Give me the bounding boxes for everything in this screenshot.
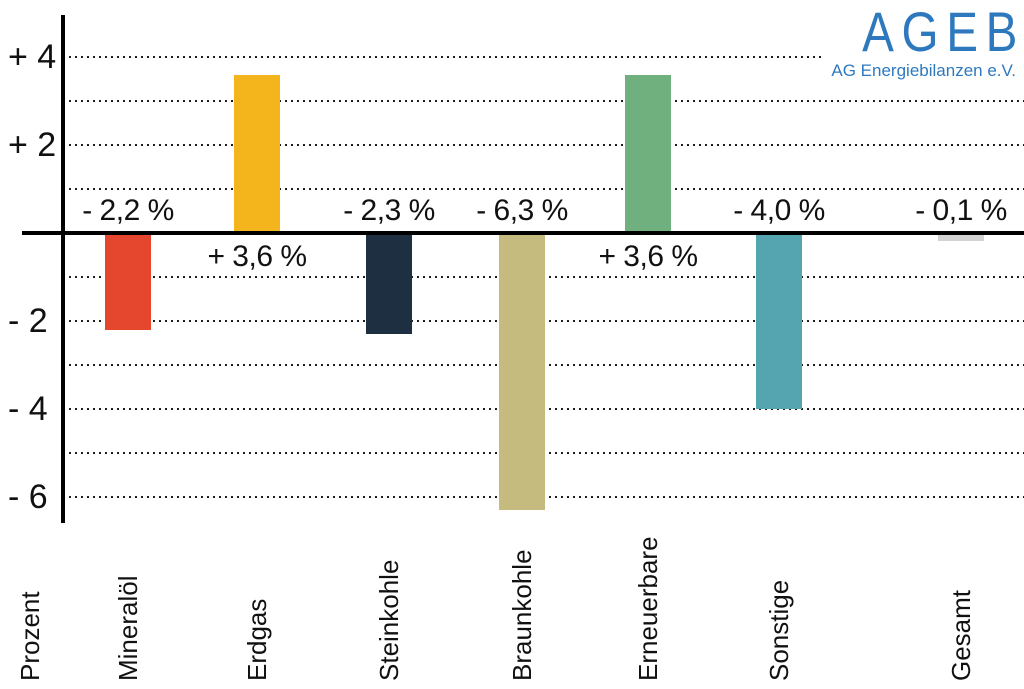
y-tick-label--6: - 6 <box>8 478 48 516</box>
bar-erdgas <box>234 74 280 233</box>
value-label-erneuerbare: + 3,6 % <box>598 240 698 273</box>
value-label-braunkohle: - 6,3 % <box>476 194 568 227</box>
y-axis-line <box>61 15 65 523</box>
bar-steinkohle <box>366 233 412 335</box>
y-tick-label--4: - 4 <box>8 390 48 428</box>
value-label-gesamt: - 0,1 % <box>915 194 1007 227</box>
ageb-logo: AGEB AG Energiebilanzen e.V. <box>824 0 1024 88</box>
value-label-mineralol: - 2,2 % <box>82 194 174 227</box>
value-label-erdgas: + 3,6 % <box>207 240 307 273</box>
gridline-3 <box>63 100 1024 102</box>
logo-title: AGEB <box>862 0 1024 63</box>
y-axis-title: Prozent <box>15 591 45 681</box>
y-tick-label--2: - 2 <box>8 302 48 340</box>
category-label-mineralol: Mineralöl <box>113 575 143 682</box>
value-label-steinkohle: - 2,3 % <box>343 194 435 227</box>
y-tick-label-2: + 2 <box>8 126 57 164</box>
logo-subtitle: AG Energiebilanzen e.V. <box>831 61 1016 80</box>
category-label-erneuerbare: Erneuerbare <box>633 536 663 681</box>
bar-mineralol <box>105 233 151 330</box>
bar-braunkohle <box>499 233 545 511</box>
bar-erneuerbare <box>625 74 671 233</box>
gridline-2 <box>63 144 1024 146</box>
category-label-steinkohle: Steinkohle <box>374 559 404 681</box>
category-label-braunkohle: Braunkohle <box>507 549 537 681</box>
y-tick-label-4: + 4 <box>8 38 57 76</box>
bar-gesamt <box>938 233 984 241</box>
category-label-gesamt: Gesamt <box>946 589 976 681</box>
gridline-4 <box>63 56 1024 58</box>
zero-baseline <box>22 231 1024 235</box>
category-label-erdgas: Erdgas <box>242 598 272 681</box>
category-label-sonstige: Sonstige <box>764 579 794 681</box>
gridline-1 <box>63 188 1024 190</box>
bar-sonstige <box>756 233 802 409</box>
value-label-sonstige: - 4,0 % <box>733 194 825 227</box>
